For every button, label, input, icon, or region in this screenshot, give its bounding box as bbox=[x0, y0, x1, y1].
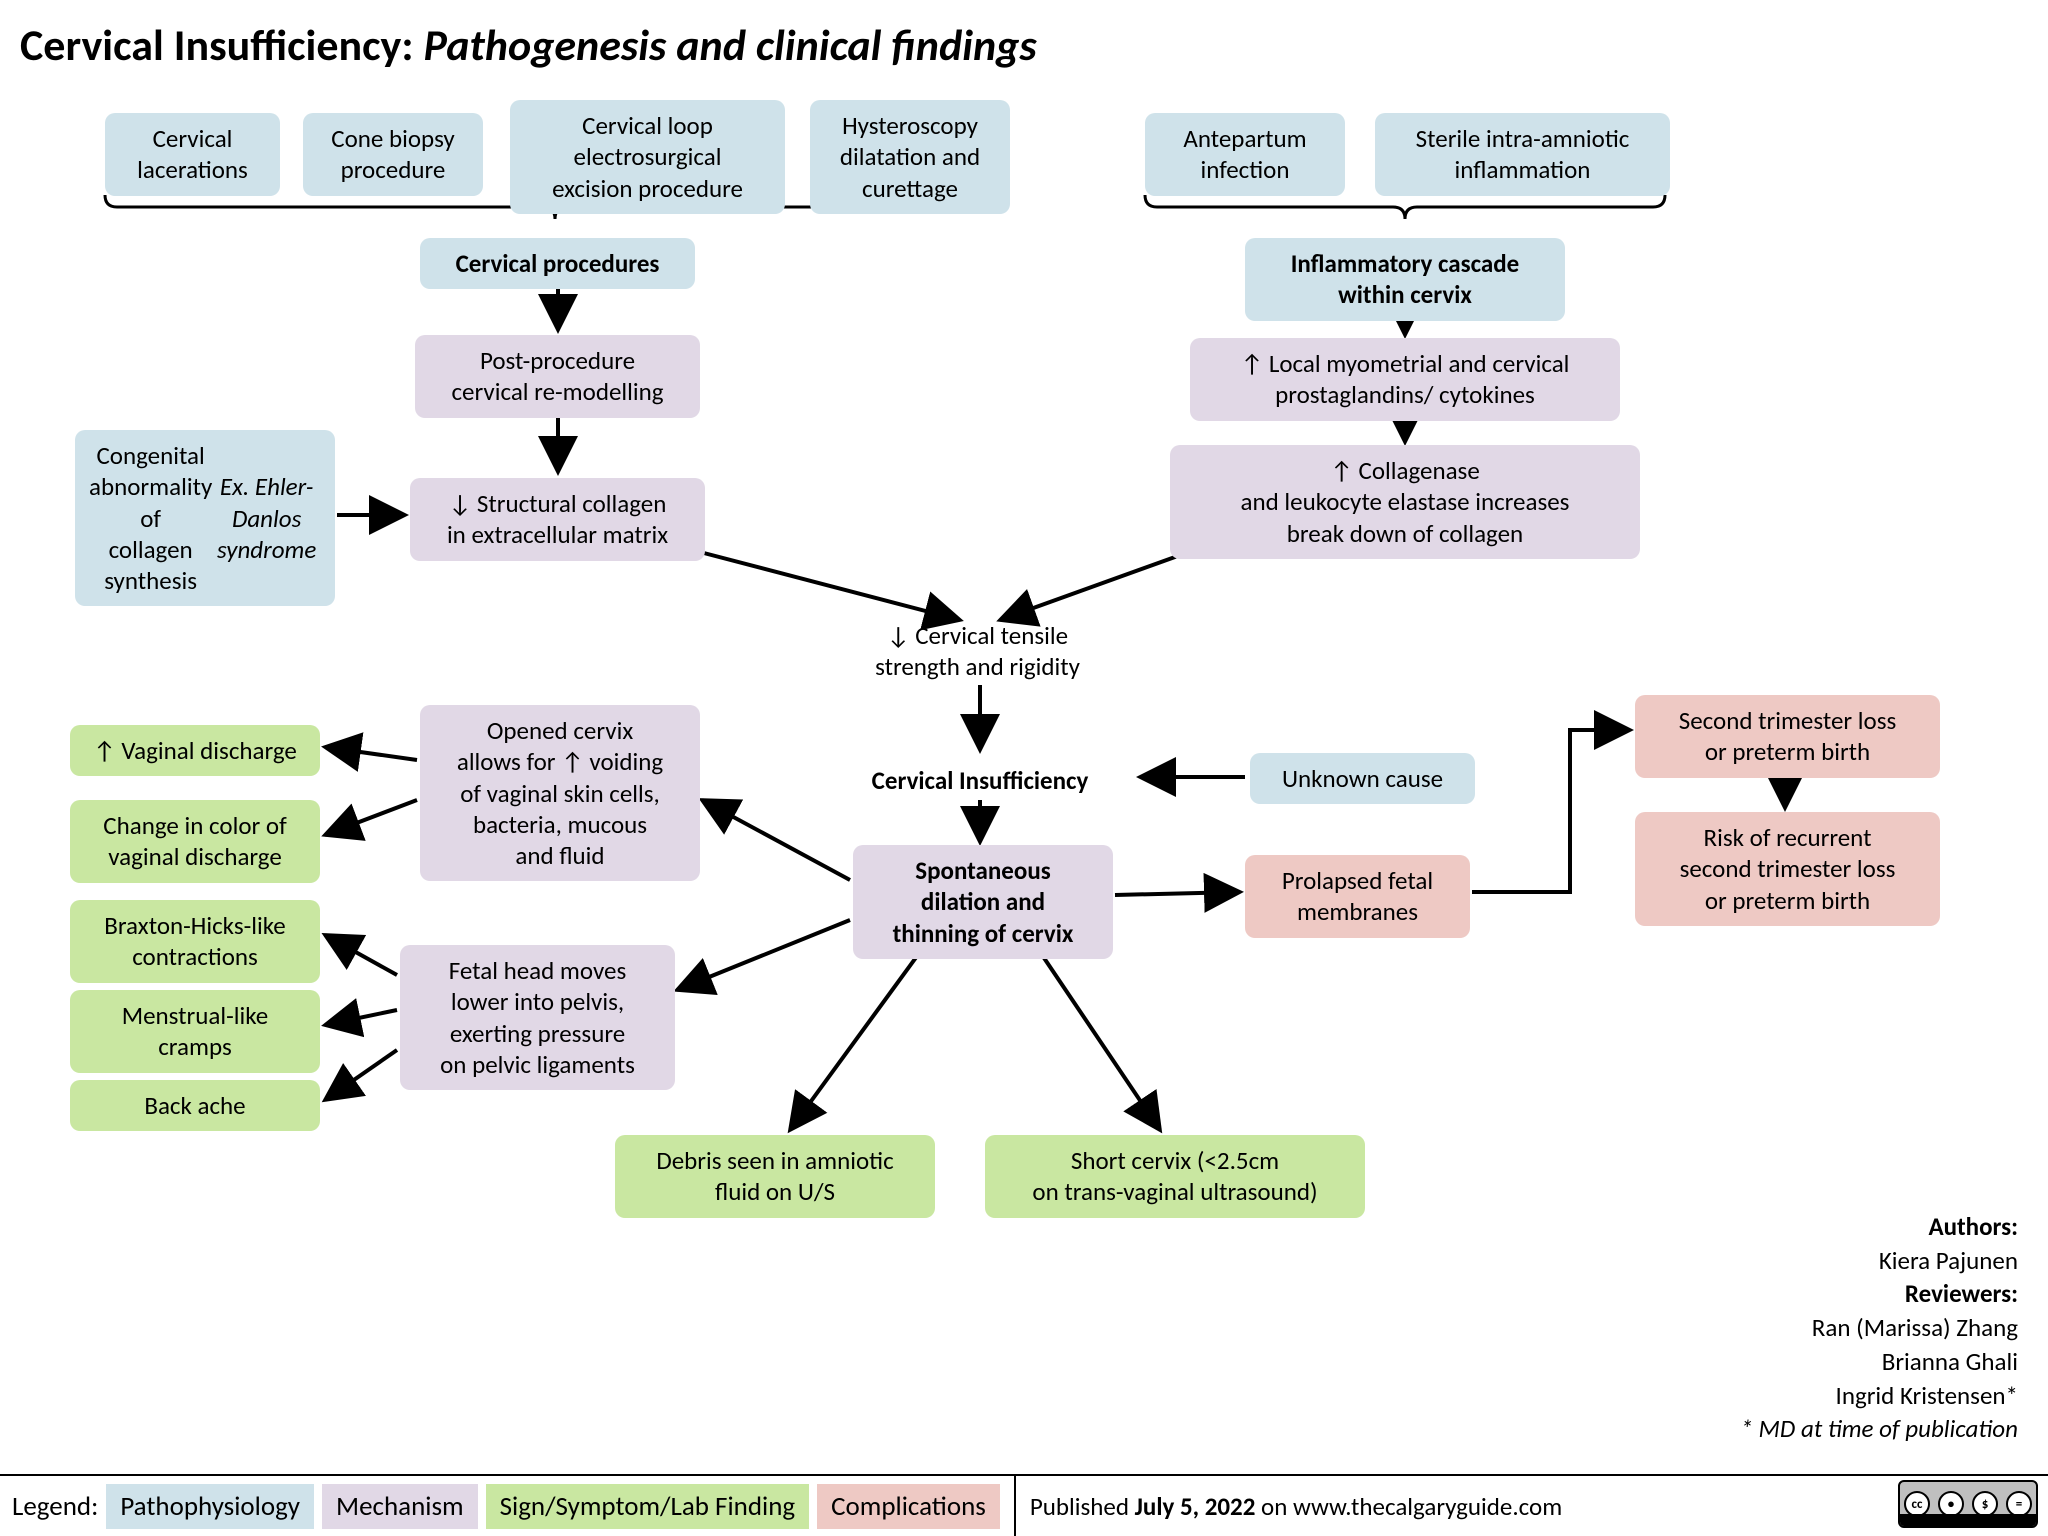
legend-sign: Sign/Symptom/Lab Finding bbox=[486, 1484, 810, 1529]
node-n27: Prolapsed fetalmembranes bbox=[1245, 855, 1470, 938]
node-n5: Antepartuminfection bbox=[1145, 113, 1345, 196]
node-n15: Cervical Insufficiency bbox=[825, 755, 1135, 806]
node-n22: Braxton-Hicks-likecontractions bbox=[70, 900, 320, 983]
node-n23: Menstrual-likecramps bbox=[70, 990, 320, 1073]
cc-license-icon: cc • $ = bbox=[1898, 1480, 2038, 1528]
node-n6: Sterile intra-amnioticinflammation bbox=[1375, 113, 1670, 196]
node-n17: Spontaneousdilation andthinning of cervi… bbox=[853, 845, 1113, 959]
node-n3: Cervical loopelectrosurgicalexcision pro… bbox=[510, 100, 785, 214]
node-n26: Short cervix (<2.5cmon trans-vaginal ult… bbox=[985, 1135, 1365, 1218]
node-n21: Change in color ofvaginal discharge bbox=[70, 800, 320, 883]
publication-text: Published July 5, 2022 on www.thecalgary… bbox=[1030, 1491, 1562, 1522]
node-n29: Risk of recurrentsecond trimester lossor… bbox=[1635, 812, 1940, 926]
page-title: Cervical Insufficiency: Pathogenesis and… bbox=[20, 18, 1037, 72]
node-n12: ↓ Structural collagenin extracellular ma… bbox=[410, 478, 705, 561]
node-n28: Second trimester lossor preterm birth bbox=[1635, 695, 1940, 778]
title-sub: Pathogenesis and clinical findings bbox=[423, 18, 1036, 72]
node-n8: Inflammatory cascadewithin cervix bbox=[1245, 238, 1565, 321]
node-n25: Debris seen in amnioticfluid on U/S bbox=[615, 1135, 935, 1218]
legend-complication: Complications bbox=[817, 1484, 1000, 1529]
legend-pathophys: Pathophysiology bbox=[106, 1484, 314, 1529]
legend-footer: Legend: Pathophysiology Mechanism Sign/S… bbox=[0, 1474, 2048, 1536]
node-n18: Opened cervixallows for ↑ voidingof vagi… bbox=[420, 705, 700, 881]
title-main: Cervical Insufficiency: bbox=[20, 18, 414, 72]
node-n16: Unknown cause bbox=[1250, 753, 1475, 804]
node-n24: Back ache bbox=[70, 1080, 320, 1131]
node-n2: Cone biopsyprocedure bbox=[303, 113, 483, 196]
credits-block: Authors: Kiera Pajunen Reviewers: Ran (M… bbox=[1740, 1210, 2018, 1446]
node-n10: ↑ Local myometrial and cervicalprostagla… bbox=[1190, 338, 1620, 421]
node-n13: ↑ Collagenaseand leukocyte elastase incr… bbox=[1170, 445, 1640, 559]
node-n7: Cervical procedures bbox=[420, 238, 695, 289]
node-n9: Post-procedurecervical re-modelling bbox=[415, 335, 700, 418]
node-n1: Cervicallacerations bbox=[105, 113, 280, 196]
node-n19: Fetal head moveslower into pelvis,exerti… bbox=[400, 945, 675, 1090]
node-n14: ↓ Cervical tensilestrength and rigidity bbox=[840, 610, 1115, 693]
footer-divider bbox=[1014, 1476, 1016, 1536]
node-n11: Congenitalabnormality ofcollagen synthes… bbox=[75, 430, 335, 606]
legend-label: Legend: bbox=[12, 1490, 98, 1523]
legend-mechanism: Mechanism bbox=[322, 1484, 478, 1529]
node-n20: ↑ Vaginal discharge bbox=[70, 725, 320, 776]
node-n4: Hysteroscopydilatation andcurettage bbox=[810, 100, 1010, 214]
